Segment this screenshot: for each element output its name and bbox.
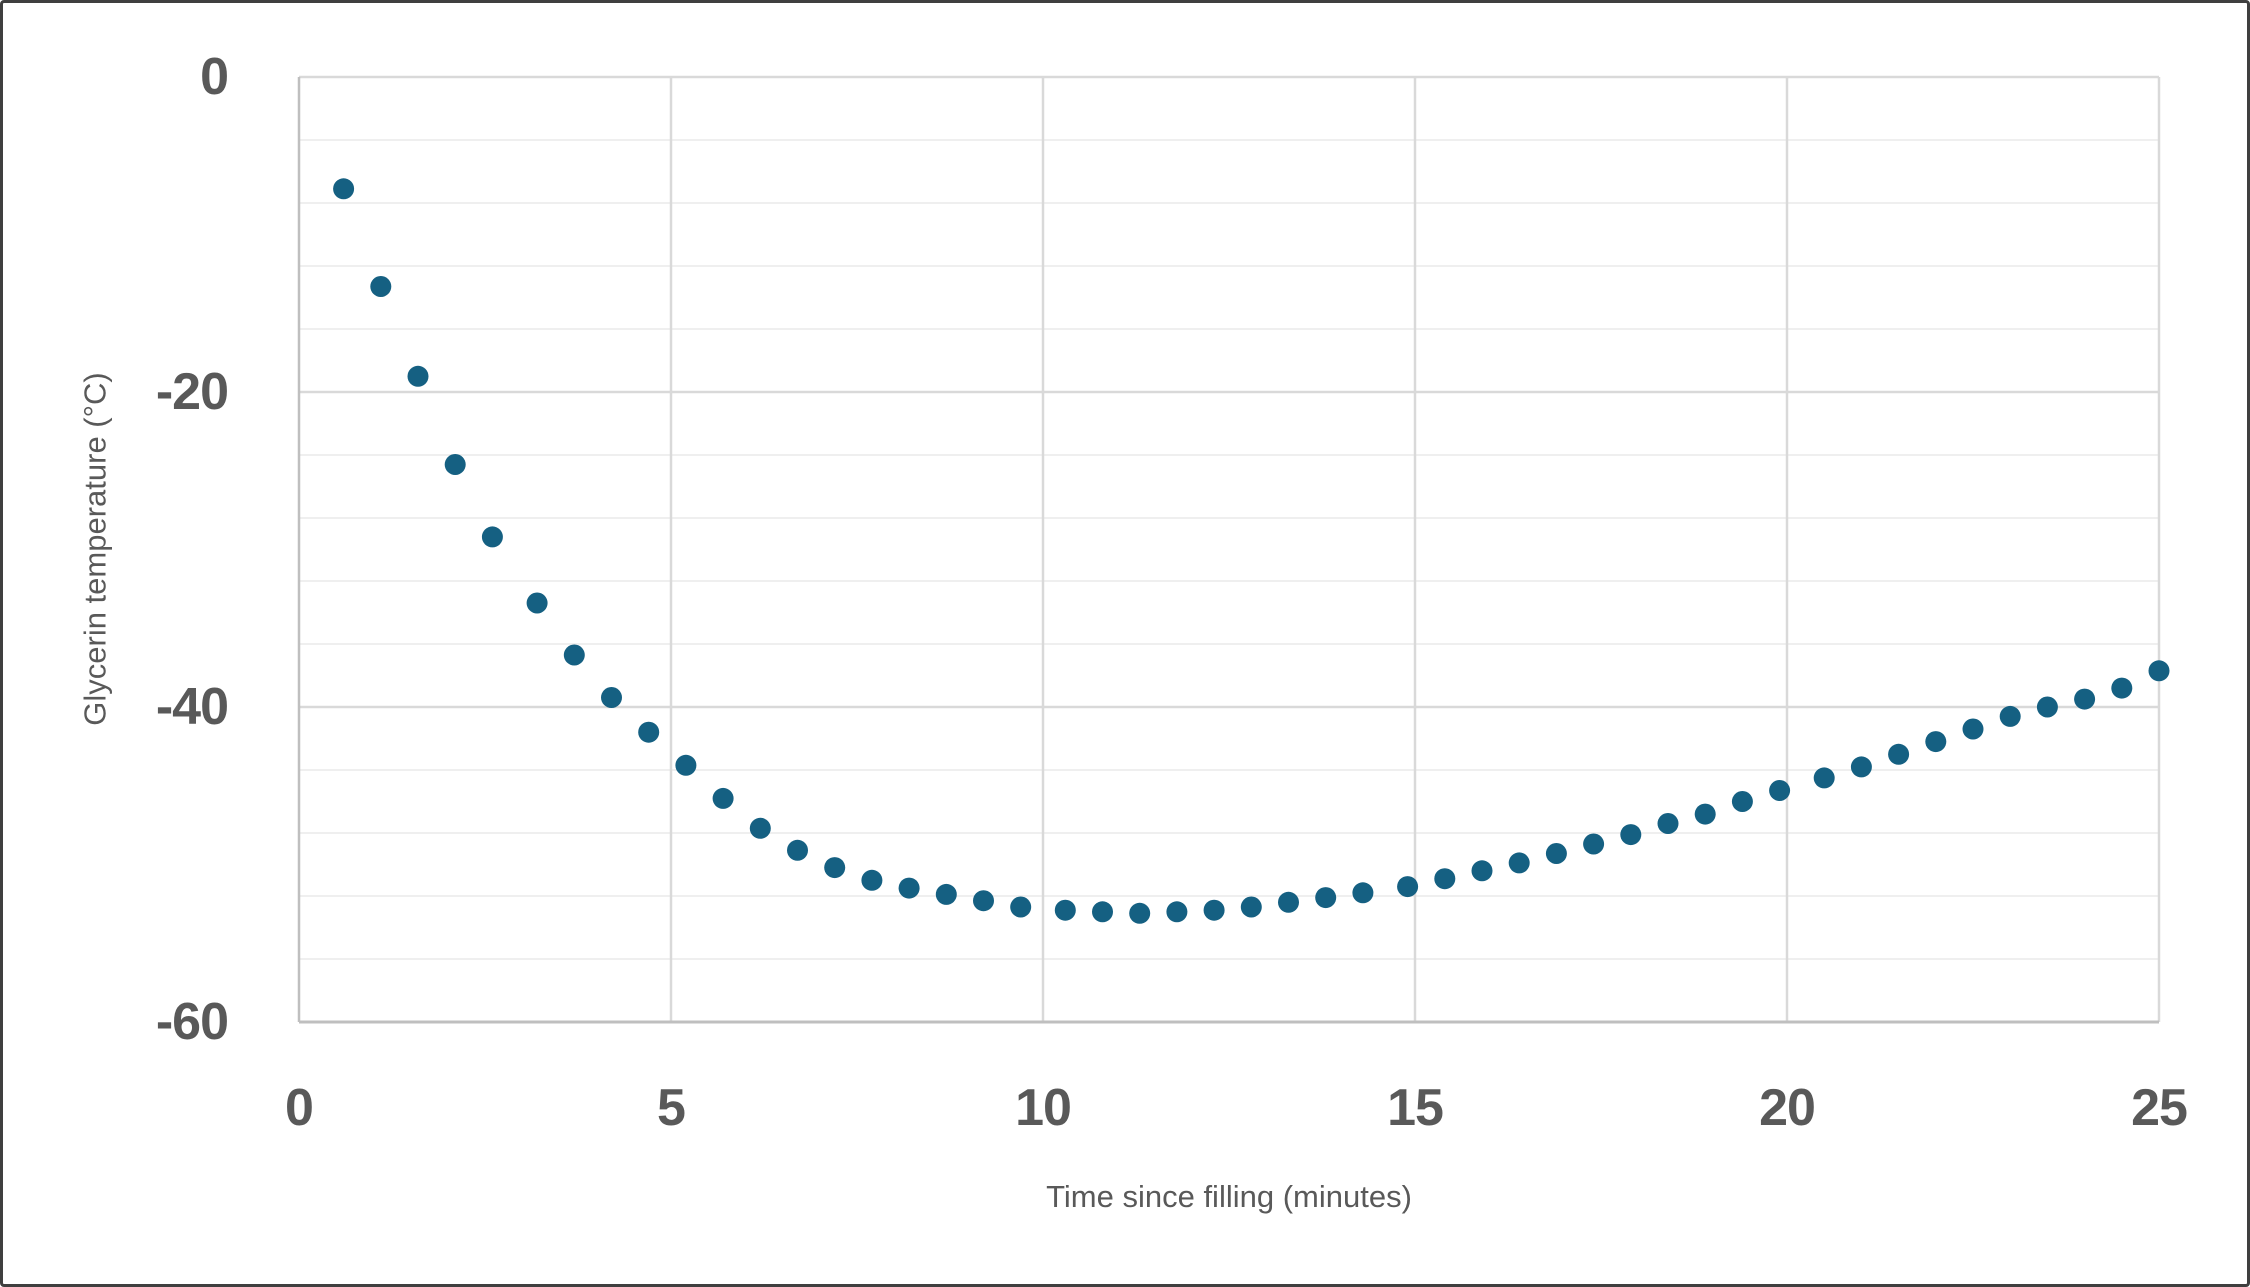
data-point [1657, 813, 1679, 834]
y-tick-label: 0 [200, 48, 229, 106]
data-point [1508, 852, 1530, 874]
data-point [2148, 660, 2170, 682]
x-tick-label: 20 [1759, 1079, 1816, 1137]
y-tick-label: -20 [155, 363, 229, 421]
data-point [1850, 756, 1872, 778]
data-point [1471, 860, 1493, 882]
data-point [601, 687, 622, 708]
y-axis-title: Glycerin temperature (°C) [77, 372, 113, 726]
data-point [1888, 743, 1910, 765]
data-point [1999, 705, 2021, 727]
data-point [1731, 791, 1753, 812]
x-tick-label: 5 [657, 1079, 686, 1137]
data-point [1054, 899, 1076, 921]
scatter-plot-canvas [297, 75, 2170, 1024]
data-point [1434, 868, 1456, 890]
x-tick-label: 15 [1387, 1079, 1444, 1137]
data-point [1092, 901, 1113, 923]
data-point [973, 890, 994, 912]
data-point [1203, 899, 1225, 921]
data-point [1813, 767, 1835, 789]
data-point [1315, 887, 1337, 909]
x-axis-title: Time since filling (minutes) [1046, 1179, 1412, 1214]
data-point [1694, 803, 1716, 825]
data-point [526, 592, 548, 614]
data-point [787, 839, 808, 861]
data-point [712, 787, 734, 809]
x-tick-label: 10 [1015, 1079, 1072, 1137]
data-point [1769, 780, 1791, 801]
data-point [1925, 731, 1947, 753]
data-point [563, 644, 585, 666]
data-point [1545, 843, 1567, 864]
data-point [1583, 833, 1605, 855]
data-point [1620, 824, 1642, 846]
data-point [333, 178, 355, 200]
y-tick-label: -40 [155, 678, 229, 736]
data-point [1962, 718, 1984, 740]
data-point [824, 857, 846, 879]
data-point [444, 454, 466, 475]
data-point [861, 869, 883, 891]
data-point [1397, 876, 1419, 898]
axis-lines [297, 77, 2159, 1024]
data-point [1278, 891, 1299, 913]
data-point [407, 365, 429, 387]
data-point [1010, 896, 1032, 918]
data-point [1129, 902, 1151, 924]
x-tick-label: 25 [2131, 1079, 2188, 1137]
data-point [370, 276, 392, 297]
data-point [935, 883, 957, 905]
data-point [2111, 677, 2133, 699]
data-point [675, 754, 697, 776]
data-point [749, 817, 771, 839]
data-point [1166, 901, 1188, 923]
data-point [481, 526, 503, 548]
major-gridlines [299, 75, 2161, 1022]
data-point [2074, 688, 2096, 710]
data-point [2036, 696, 2058, 718]
minor-gridlines [299, 139, 2159, 960]
data-point [898, 877, 920, 899]
y-tick-label: -60 [155, 993, 229, 1051]
data-point [1352, 882, 1374, 904]
data-point [638, 721, 660, 743]
x-tick-label: 0 [285, 1079, 314, 1137]
data-point [1240, 896, 1262, 918]
data-points [333, 178, 2170, 924]
